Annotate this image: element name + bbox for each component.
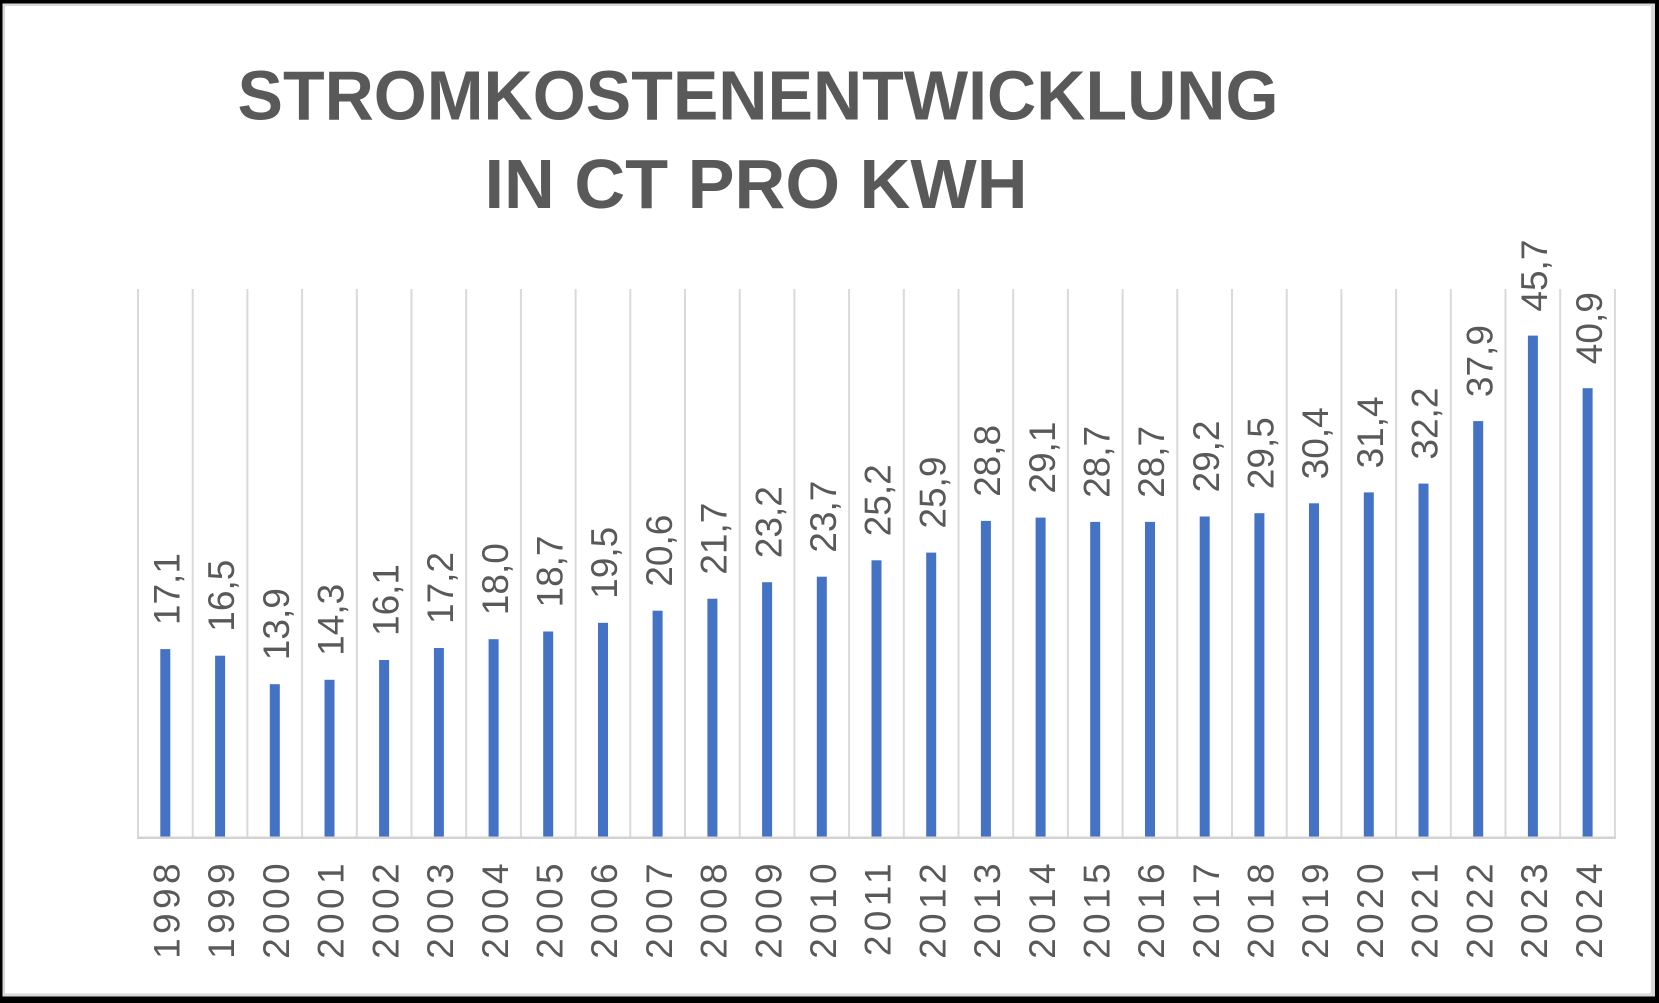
svg-text:40,9: 40,9	[1569, 292, 1610, 364]
svg-text:18,0: 18,0	[475, 543, 516, 615]
svg-text:28,7: 28,7	[1077, 426, 1118, 498]
svg-text:2021: 2021	[1405, 859, 1446, 959]
svg-text:20,6: 20,6	[639, 515, 680, 587]
svg-text:2000: 2000	[256, 859, 297, 959]
svg-text:45,7: 45,7	[1514, 240, 1555, 312]
svg-text:2023: 2023	[1514, 859, 1555, 959]
svg-text:16,5: 16,5	[201, 560, 242, 632]
svg-text:2018: 2018	[1241, 859, 1282, 959]
svg-text:2013: 2013	[967, 859, 1008, 959]
svg-text:2010: 2010	[803, 859, 844, 959]
svg-text:19,5: 19,5	[584, 527, 625, 599]
svg-text:2004: 2004	[475, 859, 516, 959]
svg-text:2020: 2020	[1350, 859, 1391, 959]
svg-text:2003: 2003	[420, 859, 461, 959]
svg-text:23,7: 23,7	[803, 481, 844, 553]
svg-text:STROMKOSTENENTWICKLUNG: STROMKOSTENENTWICKLUNG	[238, 57, 1279, 135]
svg-text:2015: 2015	[1077, 859, 1118, 959]
svg-text:2014: 2014	[1022, 859, 1063, 959]
svg-text:IN CT PRO KWH: IN CT PRO KWH	[485, 145, 1028, 223]
svg-text:2022: 2022	[1459, 859, 1500, 959]
svg-text:30,4: 30,4	[1295, 407, 1336, 479]
svg-text:2008: 2008	[694, 859, 735, 959]
svg-text:28,7: 28,7	[1131, 426, 1172, 498]
svg-text:2019: 2019	[1295, 859, 1336, 959]
svg-text:31,4: 31,4	[1350, 396, 1391, 468]
svg-text:18,7: 18,7	[530, 535, 571, 607]
svg-text:2002: 2002	[365, 859, 406, 959]
svg-text:23,2: 23,2	[748, 486, 789, 558]
svg-text:29,5: 29,5	[1241, 417, 1282, 489]
svg-text:16,1: 16,1	[365, 564, 406, 636]
svg-text:17,2: 17,2	[420, 552, 461, 624]
svg-text:25,2: 25,2	[858, 464, 899, 536]
svg-text:2006: 2006	[584, 859, 625, 959]
svg-text:13,9: 13,9	[256, 588, 297, 660]
svg-text:32,2: 32,2	[1405, 388, 1446, 460]
svg-text:2016: 2016	[1131, 859, 1172, 959]
svg-text:2011: 2011	[858, 859, 899, 956]
svg-text:29,2: 29,2	[1186, 420, 1227, 492]
svg-text:29,1: 29,1	[1022, 422, 1063, 494]
svg-text:37,9: 37,9	[1459, 325, 1500, 397]
svg-text:21,7: 21,7	[694, 503, 735, 575]
svg-text:25,9: 25,9	[912, 457, 953, 529]
svg-text:2017: 2017	[1186, 859, 1227, 959]
svg-text:2012: 2012	[912, 859, 953, 959]
svg-text:1999: 1999	[201, 859, 242, 959]
svg-text:2009: 2009	[748, 859, 789, 959]
svg-text:17,1: 17,1	[147, 553, 188, 625]
svg-text:28,8: 28,8	[967, 425, 1008, 497]
svg-text:2007: 2007	[639, 859, 680, 959]
svg-text:2001: 2001	[311, 859, 352, 959]
svg-text:2024: 2024	[1569, 859, 1610, 959]
svg-text:1998: 1998	[147, 859, 188, 959]
svg-text:14,3: 14,3	[311, 584, 352, 656]
svg-text:2005: 2005	[530, 859, 571, 959]
